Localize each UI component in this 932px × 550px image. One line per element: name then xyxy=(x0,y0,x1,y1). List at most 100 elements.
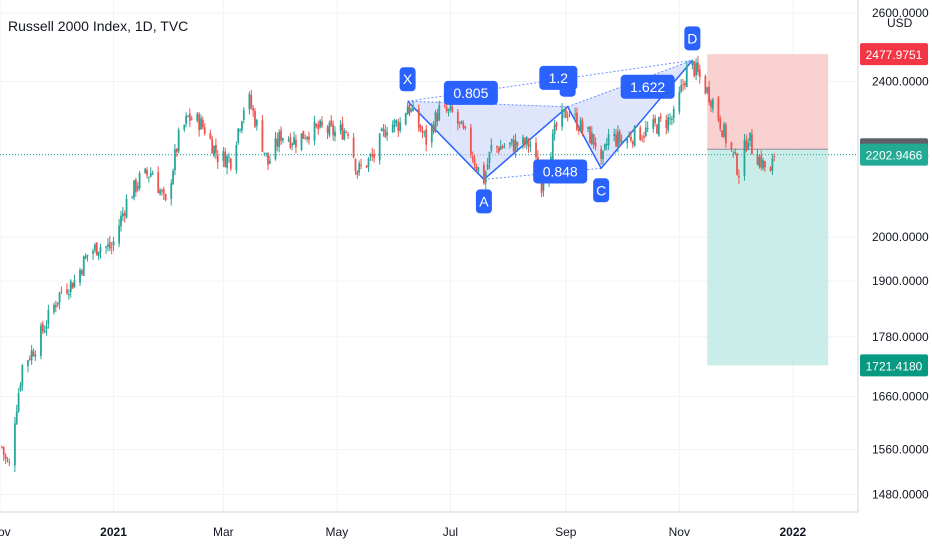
candle xyxy=(125,198,128,218)
candle xyxy=(579,119,582,132)
pattern-point-box xyxy=(593,178,610,203)
candle xyxy=(704,76,707,94)
candle xyxy=(751,134,753,155)
candle xyxy=(354,158,357,171)
candle xyxy=(304,138,307,140)
candle xyxy=(254,111,256,127)
candle xyxy=(514,140,517,152)
pattern-point-c: C xyxy=(593,178,610,203)
candle xyxy=(643,136,645,138)
candle xyxy=(201,119,204,128)
candle xyxy=(639,127,642,141)
candle xyxy=(174,149,176,171)
candle xyxy=(615,134,617,146)
stop-loss-zone xyxy=(707,54,829,150)
candle xyxy=(509,142,511,145)
pattern-ratio-label: 0.848 xyxy=(543,163,578,179)
pattern-fill-xab xyxy=(407,101,568,180)
price-axis-label-box xyxy=(860,143,928,166)
candle xyxy=(136,186,139,190)
candle xyxy=(758,157,761,167)
pattern-ratio-box xyxy=(443,80,498,105)
candle xyxy=(332,124,335,136)
candle xyxy=(99,247,102,253)
candle xyxy=(58,292,61,303)
candle xyxy=(8,462,11,463)
candle xyxy=(719,118,722,129)
candle xyxy=(185,115,188,124)
candle xyxy=(280,130,282,141)
candle xyxy=(764,161,766,168)
candle xyxy=(501,146,504,148)
candle xyxy=(417,108,420,128)
candle xyxy=(328,122,331,136)
x-tick-label: Mar xyxy=(213,525,234,539)
candle xyxy=(43,330,46,333)
candle xyxy=(631,141,634,145)
candle xyxy=(756,155,759,166)
candle xyxy=(67,293,70,296)
candle xyxy=(250,95,253,108)
candle xyxy=(430,124,433,143)
candle xyxy=(32,351,35,357)
candle xyxy=(105,246,107,248)
candle xyxy=(602,150,604,160)
candle xyxy=(134,179,137,192)
candle xyxy=(144,168,147,173)
candle xyxy=(94,244,96,251)
candle xyxy=(267,152,269,165)
candle xyxy=(108,241,111,249)
candle xyxy=(188,113,191,121)
candle xyxy=(224,151,227,168)
candle xyxy=(289,137,292,148)
candle xyxy=(451,106,454,112)
candle xyxy=(745,140,748,151)
candle xyxy=(386,132,389,136)
candle xyxy=(66,289,68,294)
candle xyxy=(697,62,699,72)
candle xyxy=(432,124,435,133)
candle xyxy=(302,130,305,139)
price-axis-label-text: 1721.4180 xyxy=(866,359,923,373)
candle xyxy=(626,138,629,143)
candle xyxy=(566,116,569,118)
candle xyxy=(564,108,567,118)
candle xyxy=(443,105,446,107)
pattern-ratio-label: 1.622 xyxy=(630,79,665,95)
candle xyxy=(300,133,303,150)
x-tick-label: 2021 xyxy=(100,525,127,539)
candle xyxy=(261,120,264,152)
candle xyxy=(682,84,684,86)
candle xyxy=(73,280,76,287)
candle xyxy=(395,120,398,123)
candle xyxy=(19,384,22,391)
candle xyxy=(542,182,545,191)
candle xyxy=(695,62,697,76)
candle xyxy=(691,60,694,66)
x-tick-label: May xyxy=(326,525,349,539)
candle xyxy=(594,142,597,147)
candle xyxy=(581,121,584,131)
candle xyxy=(367,158,370,167)
x-tick-label: Nov xyxy=(669,525,690,539)
candle xyxy=(382,128,385,131)
candle xyxy=(343,130,346,140)
candle xyxy=(147,176,150,178)
candle xyxy=(555,123,558,127)
candle xyxy=(241,121,243,131)
candle xyxy=(732,151,735,153)
x-tick-label: Sep xyxy=(555,525,577,539)
candle xyxy=(315,124,318,126)
candle xyxy=(419,125,422,131)
pattern-point-label: X xyxy=(403,71,413,87)
candle xyxy=(717,97,720,121)
price-axis-label: 2477.9751 xyxy=(860,43,928,66)
candle xyxy=(187,115,189,117)
candle xyxy=(678,91,681,112)
candle xyxy=(680,85,683,92)
pattern-point-box xyxy=(399,67,416,92)
candle xyxy=(255,120,258,126)
candle xyxy=(146,169,148,176)
candle xyxy=(391,125,394,133)
